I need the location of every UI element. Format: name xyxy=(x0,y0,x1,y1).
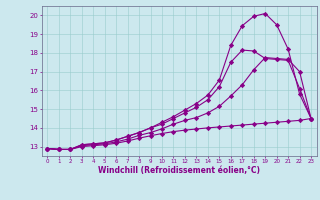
X-axis label: Windchill (Refroidissement éolien,°C): Windchill (Refroidissement éolien,°C) xyxy=(98,166,260,175)
